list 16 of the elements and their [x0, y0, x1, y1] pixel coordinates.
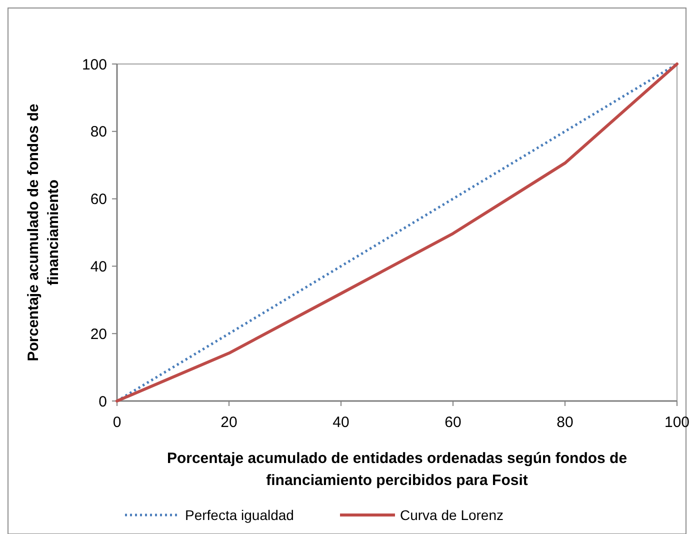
legend-label: Perfecta igualdad	[185, 507, 294, 523]
x-tick-label: 0	[112, 414, 122, 431]
y-tick-label: 100	[82, 56, 107, 74]
y-tick-label: 0	[98, 393, 107, 410]
x-tick-label: 20	[220, 414, 238, 431]
x-axis-title: Porcentaje acumulado de entidades ordenadas según fondos de financiamiento percibidos para Fosit	[166, 450, 628, 489]
y-tick-label: 20	[90, 326, 107, 343]
y-tick-label: 40	[90, 258, 107, 276]
legend-label: Curva de Lorenz	[400, 507, 504, 523]
x-tick-label: 80	[556, 414, 574, 431]
x-tick-label: 40	[332, 414, 350, 431]
x-tick-label: 100	[664, 414, 690, 431]
x-tick-label: 60	[444, 414, 462, 431]
y-axis-title: Porcentaje acumulado de fondos de financiamiento	[25, 104, 62, 362]
y-tick-label: 80	[90, 124, 107, 141]
y-tick-label: 60	[90, 191, 107, 208]
